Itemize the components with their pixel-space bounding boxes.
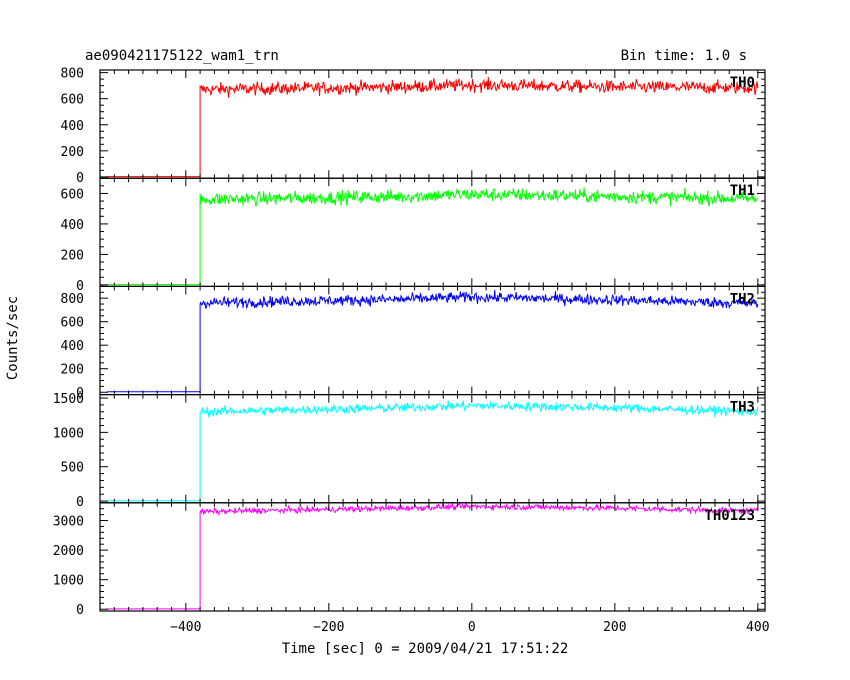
- y-tick-label: 400: [61, 218, 84, 233]
- x-tick-label: −200: [313, 620, 344, 635]
- y-tick-label: 0: [76, 171, 84, 186]
- y-tick-label: 600: [61, 93, 84, 108]
- y-tick-label: 0: [76, 603, 84, 618]
- series-line-th1: [107, 187, 759, 286]
- y-tick-label: 3000: [53, 515, 84, 530]
- y-tick-label: 1000: [53, 426, 84, 441]
- y-tick-label: 2000: [53, 544, 84, 559]
- figure-title: ae090421175122_wam1_trn: [85, 48, 279, 64]
- panels-group: 0 200 400 600 800 TH0 0 200 400 600 TH1 0 200 400 600 8…: [53, 67, 770, 635]
- series-line-th3: [107, 400, 759, 502]
- series-line-th0123: [107, 500, 759, 610]
- y-tick-label: 500: [61, 461, 84, 476]
- panel-label-th0123: TH0123: [704, 508, 755, 524]
- y-tick-label: 200: [61, 145, 84, 160]
- panel-th0: 0 200 400 600 800 TH0: [61, 67, 766, 186]
- y-tick-label: 800: [61, 292, 84, 307]
- y-tick-label: 1500: [53, 392, 84, 407]
- y-tick-label: 0: [76, 386, 84, 401]
- y-tick-label: 400: [61, 339, 84, 354]
- x-tick-label: 400: [746, 620, 769, 635]
- x-tick-label: 200: [603, 620, 626, 635]
- panel-th2: 0 200 400 600 800 TH2: [61, 285, 766, 401]
- series-line-th2: [107, 289, 759, 393]
- y-axis-label: Counts/sec: [5, 296, 21, 380]
- series-line-th0: [107, 76, 759, 178]
- panel-label-th1: TH1: [730, 183, 755, 199]
- y-tick-label: 0: [76, 495, 84, 510]
- x-tick-label: 0: [468, 620, 476, 635]
- x-tick-label: −400: [170, 620, 201, 635]
- panel-label-th2: TH2: [730, 291, 755, 307]
- x-axis-label: Time [sec] 0 = 2009/04/21 17:51:22: [282, 641, 569, 657]
- bin-time-label: Bin time: 1.0 s: [621, 48, 747, 64]
- y-tick-label: 200: [61, 363, 84, 378]
- panel-label-th3: TH3: [730, 400, 755, 416]
- y-tick-label: 1000: [53, 574, 84, 589]
- y-tick-label: 600: [61, 187, 84, 202]
- panel-label-th0: TH0: [730, 75, 755, 91]
- y-tick-label: 0: [76, 279, 84, 294]
- y-tick-label: 200: [61, 248, 84, 263]
- y-tick-label: 600: [61, 316, 84, 331]
- panel-th0123: 0 1000 2000 3000 TH0123: [53, 500, 766, 618]
- y-tick-label: 800: [61, 67, 84, 82]
- panel-th3: 0 500 1000 1500 TH3: [53, 392, 766, 510]
- panel-th1: 0 200 400 600 TH1: [61, 177, 766, 294]
- panel-frame: [99, 502, 766, 612]
- y-tick-label: 400: [61, 119, 84, 134]
